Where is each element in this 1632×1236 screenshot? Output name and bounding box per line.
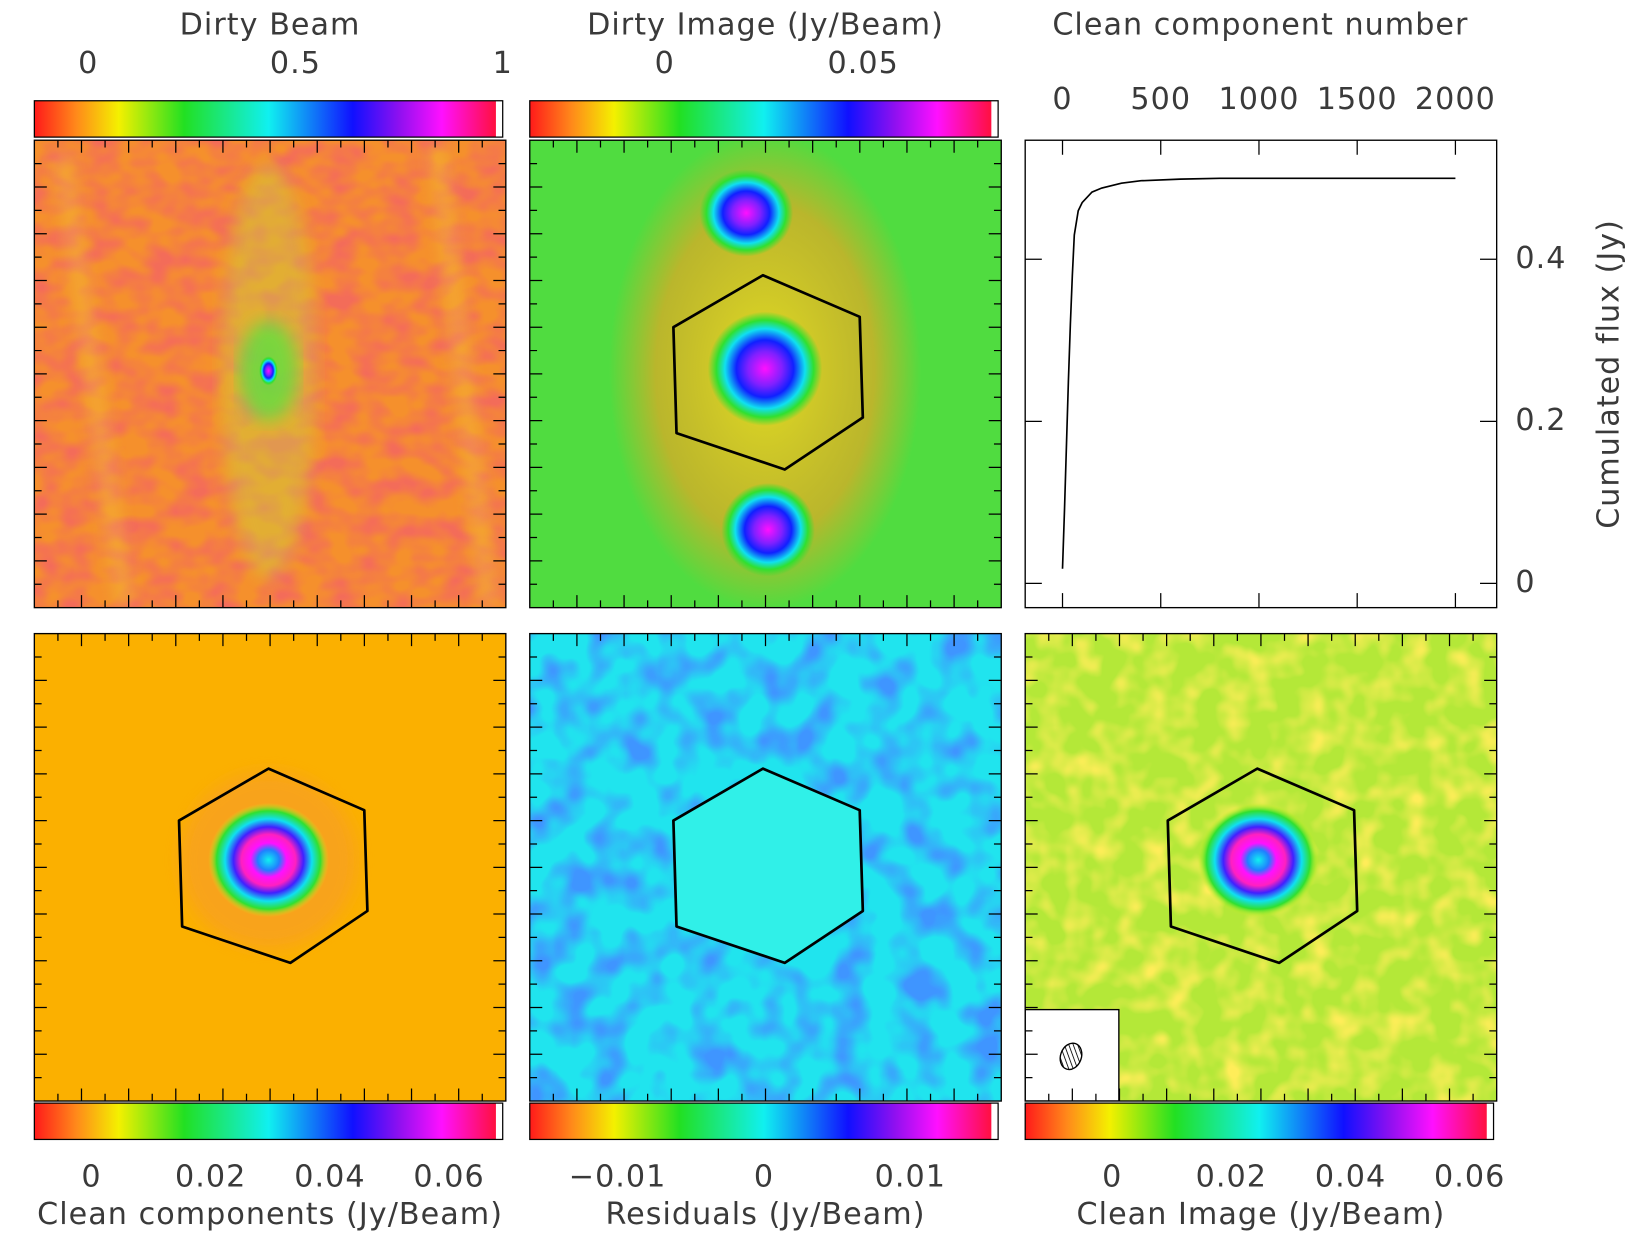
colorbar-tick-label: 1 [493, 46, 513, 81]
x-tick-label: 1500 [1317, 82, 1398, 117]
colorbar [529, 1102, 999, 1141]
clean-components-image [34, 633, 506, 1102]
dirty-image [529, 140, 1002, 608]
colorbar-tick-label: 0 [754, 1159, 774, 1194]
colorbar-tick-label: 0 [81, 1159, 101, 1194]
colorbar-tick-label: 0 [655, 46, 675, 81]
y-tick-label: 0.2 [1515, 403, 1566, 438]
colorbar-tick-label: 0.04 [1315, 1159, 1386, 1194]
frame-ticks [529, 140, 1002, 608]
colorbar [529, 100, 999, 138]
panel-title: Clean components (Jy/Beam) [37, 1197, 503, 1232]
y-axis-title: Cumulated flux (Jy) [1592, 219, 1627, 529]
dirty-beam-image [34, 140, 506, 608]
colorbar-tick-label: 0 [1102, 1159, 1122, 1194]
x-tick-label: 1000 [1218, 82, 1299, 117]
colorbar-tick-label: 0.04 [294, 1159, 365, 1194]
colorbar-tick-label: 0.06 [1434, 1159, 1505, 1194]
figure-body: 0 0.5 1 Dirty Beam 0 0.05 Dirty Image (Jy/Beam… [33, 7, 1627, 1232]
plot-area [1024, 139, 1498, 609]
x-axis-title: Clean component number [1052, 7, 1468, 42]
clean-image [1025, 633, 1497, 1102]
colorbar [33, 1102, 504, 1141]
residuals-image [529, 633, 1002, 1102]
x-tick-label: 0 [1052, 82, 1072, 117]
y-tick-label: 0.4 [1515, 241, 1566, 276]
frame-ticks [34, 140, 506, 608]
colorbar-tick-label: 0.02 [1196, 1159, 1267, 1194]
colorbar-tick-label: 0.06 [413, 1159, 484, 1194]
panel-title: Dirty Image (Jy/Beam) [587, 7, 944, 42]
colorbar-tick-label: 0 [78, 46, 98, 81]
frame-ticks [529, 633, 1002, 1102]
panel-title: Clean Image (Jy/Beam) [1077, 1197, 1446, 1232]
colorbar [1024, 1102, 1495, 1141]
flux-curve [1061, 177, 1456, 569]
frame-ticks [1025, 633, 1497, 1102]
frame-ticks [34, 633, 506, 1102]
panel-title: Dirty Beam [180, 7, 361, 42]
colorbar-tick-label: 0.01 [875, 1159, 946, 1194]
colorbar-tick-label: 0.5 [270, 46, 321, 81]
x-tick-label: 2000 [1415, 82, 1496, 117]
colorbar-tick-label: −0.01 [569, 1159, 667, 1194]
y-tick-label: 0 [1515, 565, 1535, 600]
x-tick-label: 500 [1130, 82, 1191, 117]
colorbar [33, 100, 504, 138]
colorbar-tick-label: 0.02 [175, 1159, 246, 1194]
panel-title: Residuals (Jy/Beam) [605, 1197, 925, 1232]
colorbar-tick-label: 0.05 [827, 46, 898, 81]
